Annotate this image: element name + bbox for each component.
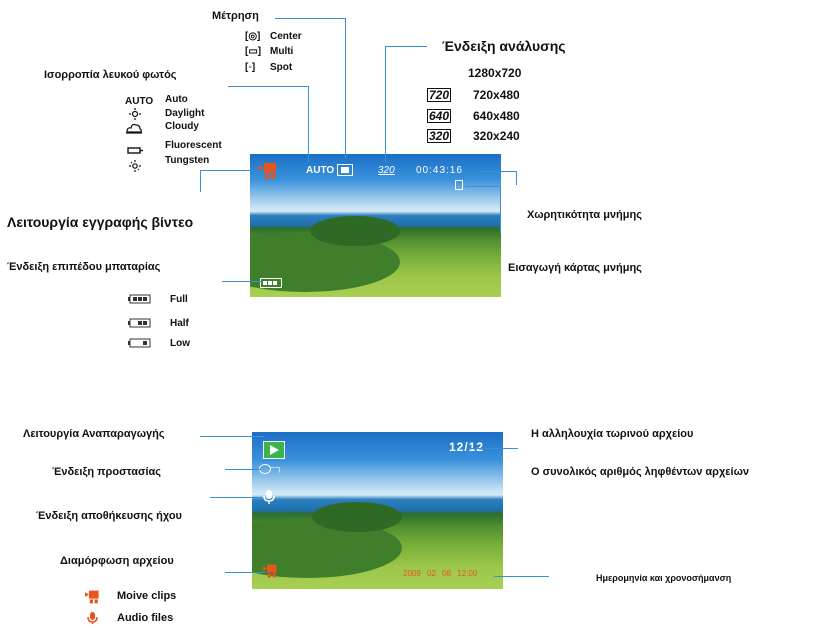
- connector-format: [225, 572, 265, 573]
- fluorescent-icon: [127, 147, 143, 154]
- battery-full-icon: [128, 294, 151, 304]
- connector-metering: [345, 18, 346, 158]
- protect-title: Ένδειξη προστασίας: [52, 466, 162, 478]
- connector-voice: [210, 497, 262, 498]
- res-320-icon: 320: [427, 129, 452, 143]
- sun-icon: [129, 108, 141, 120]
- memory-capacity-title: Χωρητικότητα μνήμης: [527, 209, 642, 221]
- res-1280-label: 1280x720: [468, 66, 522, 80]
- osd-date-time-stamp: 2009 02 08 12:00: [403, 569, 478, 578]
- wb-auto-icon: AUTO: [125, 96, 154, 107]
- osd-metering-icon: [337, 164, 353, 176]
- wb-daylight-label: Daylight: [165, 108, 205, 119]
- osd-sd-card-icon: [455, 180, 463, 190]
- connector-counter: [468, 448, 518, 449]
- connector-protect: [225, 469, 261, 470]
- file-format-title: Διαμόρφωση αρχείου: [60, 555, 174, 567]
- connector-battery-h: [222, 281, 262, 282]
- metering-center-icon: [◎]: [245, 31, 261, 42]
- white-balance-title: Ισορροπία λευκού φωτός: [44, 69, 177, 81]
- connector-datetime: [494, 576, 549, 577]
- wb-tungsten-label: Tungsten: [165, 155, 210, 166]
- osd-white-balance: AUTO: [306, 165, 335, 176]
- battery-full-label: Full: [170, 294, 188, 305]
- battery-half-label: Half: [170, 318, 189, 329]
- connector-playback: [200, 436, 264, 437]
- metering-center-label: Center: [270, 31, 302, 42]
- connector-wb: [308, 86, 309, 162]
- connector-card: [500, 186, 501, 234]
- metering-title: Μέτρηση: [212, 10, 259, 22]
- osd-battery-icon: [260, 278, 282, 288]
- protect-key-mark: ─┐: [271, 463, 283, 472]
- battery-half-icon: [128, 318, 151, 328]
- metering-spot-icon: [◦]: [245, 62, 256, 73]
- video-mode-title: Λειτουργία εγγραφής βίντεο: [7, 214, 194, 230]
- resolution-title: Ένδειξη ανάλυσης: [442, 38, 566, 54]
- playback-preview-screen: 12/12 ─┐ 2009 02 08 12:00: [252, 432, 503, 589]
- connector-memory: [516, 171, 517, 185]
- current-file-title: Η αλληλουχία τωρινού αρχείου: [531, 428, 694, 440]
- osd-file-counter: 12/12: [449, 440, 485, 454]
- metering-multi-label: Multi: [270, 46, 294, 57]
- osd-movie-clip-icon: [263, 564, 277, 578]
- cloud-icon: [126, 123, 142, 134]
- res-720-icon: 720: [427, 88, 452, 102]
- connector-video-h: [200, 170, 258, 171]
- connector-wb-h: [228, 86, 308, 87]
- osd-resolution: 320: [378, 165, 395, 176]
- wb-auto-label: Auto: [165, 94, 188, 105]
- battery-low-icon: [128, 338, 151, 348]
- metering-multi-icon: [▭]: [245, 46, 262, 57]
- connector-card-h: [465, 186, 500, 187]
- wb-cloudy-label: Cloudy: [165, 121, 199, 132]
- total-files-title: Ο συνολικός αριθμός ληφθέντων αρχείων: [531, 466, 749, 478]
- movie-clip-icon: [85, 590, 99, 604]
- tungsten-icon: [129, 160, 141, 172]
- playback-title: Λειτουργία Αναπαραγωγής: [23, 428, 165, 440]
- metering-spot-label: Spot: [270, 62, 293, 73]
- connector-res-h: [385, 46, 427, 47]
- video-preview-screen: AUTO 320 00:43:16: [250, 154, 501, 297]
- voice-memo-icon: [263, 490, 275, 504]
- connector-metering-h: [275, 18, 345, 19]
- battery-low-label: Low: [170, 338, 190, 349]
- audio-file-label: Audio files: [117, 612, 174, 624]
- connector-res: [385, 46, 386, 162]
- res-320-label: 320x240: [473, 129, 520, 143]
- osd-recording-time: 00:43:16: [416, 165, 463, 176]
- wb-fluorescent-label: Fluorescent: [165, 140, 222, 151]
- res-720-label: 720x480: [473, 88, 520, 102]
- battery-title: Ένδειξη επιπέδου μπαταρίας: [7, 261, 161, 273]
- res-640-label: 640x480: [473, 109, 520, 123]
- res-640-icon: 640: [427, 109, 452, 123]
- datetime-title: Ημερομηνία και χρονοσήμανση: [596, 573, 732, 583]
- audio-file-icon: [87, 612, 98, 624]
- connector-video: [200, 170, 201, 192]
- video-record-icon: [259, 163, 276, 179]
- connector-memory-h: [480, 171, 516, 172]
- card-inserted-title: Εισαγωγή κάρτας μνήμης: [508, 262, 642, 274]
- playback-icon: [263, 441, 285, 459]
- voice-memo-title: Ένδειξη αποθήκευσης ήχου: [36, 510, 182, 522]
- movie-clip-label: Moive clips: [117, 590, 177, 602]
